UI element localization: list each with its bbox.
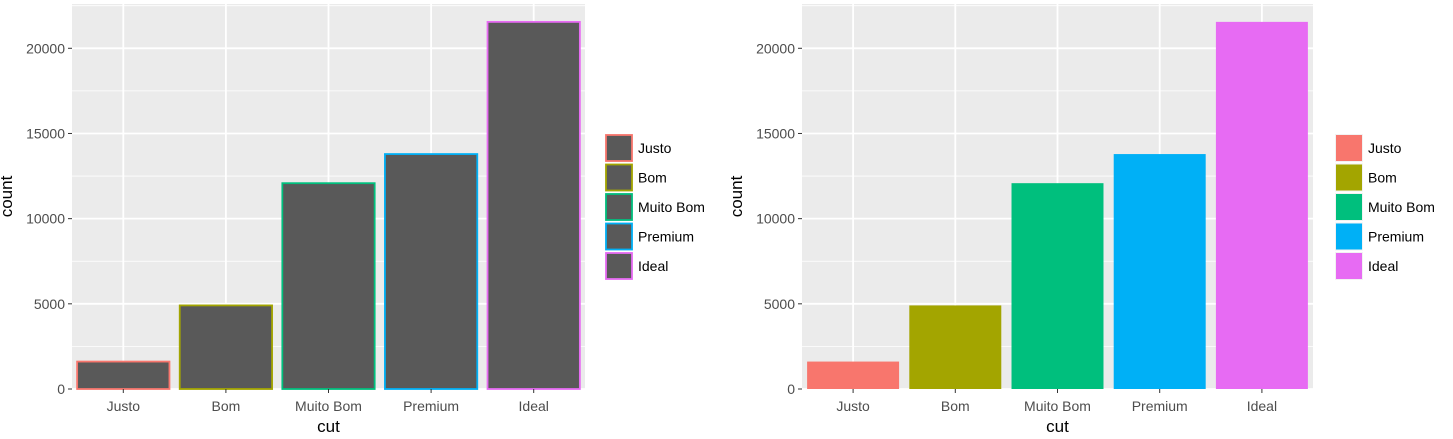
y-tick-label: 5000 xyxy=(764,296,795,312)
y-tick-label: 20000 xyxy=(26,40,65,56)
x-tick-label: Bom xyxy=(941,398,970,414)
legend-label: Ideal xyxy=(1368,258,1398,274)
legend: Justo Bom Muito Bom Premium Ideal xyxy=(605,134,705,280)
y-axis-title: count xyxy=(0,175,16,217)
bar-muito-bom xyxy=(281,182,376,390)
legend-label: Premium xyxy=(1368,229,1424,245)
legend-label: Muito Bom xyxy=(1368,199,1435,215)
bar-premium xyxy=(1113,154,1206,389)
legend-label: Justo xyxy=(1368,140,1402,156)
chart-panel-2: 0 5000 10000 15000 20000 Justo Bom Muito Bom Pre… xyxy=(727,4,1435,436)
x-tick-label: Bom xyxy=(212,398,241,414)
y-tick-label: 0 xyxy=(787,381,795,397)
bar-ideal xyxy=(1215,21,1308,390)
x-axis-title: cut xyxy=(1046,417,1069,434)
y-tick-label: 15000 xyxy=(756,125,795,141)
legend-key-swatch xyxy=(605,252,633,280)
legend-label: Muito Bom xyxy=(638,199,705,215)
x-tick-label: Muito Bom xyxy=(1024,398,1091,414)
legend-label: Premium xyxy=(638,229,694,245)
x-tick-label: Justo xyxy=(107,398,141,414)
legend-key-swatch xyxy=(1336,223,1362,250)
bar-justo xyxy=(807,361,900,389)
legend-label: Bom xyxy=(638,170,667,186)
y-axis-title: count xyxy=(727,175,746,217)
bar-muito-bom xyxy=(1011,183,1104,389)
legend-key-swatch xyxy=(605,222,633,251)
bar-justo xyxy=(76,360,171,390)
x-tick-label: Ideal xyxy=(519,398,549,414)
x-tick-label: Ideal xyxy=(1247,398,1277,414)
legend-label: Justo xyxy=(638,140,672,156)
legend-key-swatch xyxy=(605,163,633,192)
legend: Justo Bom Muito Bom Premium Ideal xyxy=(1335,134,1435,280)
x-tick-label: Justo xyxy=(836,398,870,414)
legend-label: Bom xyxy=(1368,170,1397,186)
x-tick-label: Muito Bom xyxy=(295,398,362,414)
bar-bom xyxy=(909,305,1002,389)
y-tick-label: 10000 xyxy=(26,211,65,227)
y-tick-label: 15000 xyxy=(26,125,65,141)
legend-key-swatch xyxy=(1336,135,1362,161)
legend-key-swatch xyxy=(1336,164,1362,191)
x-axis-title: cut xyxy=(317,417,340,434)
x-tick-label: Premium xyxy=(1132,398,1188,414)
bar-premium xyxy=(384,153,479,390)
legend-key-swatch xyxy=(605,134,633,162)
chart-panel-1: 0 5000 10000 15000 20000 Justo Bom Muito Bom Pre… xyxy=(0,4,705,436)
legend-key-swatch xyxy=(1336,194,1362,220)
y-tick-label: 20000 xyxy=(756,40,795,56)
bar-bom xyxy=(178,304,273,390)
legend-key-swatch xyxy=(1336,253,1362,279)
legend-label: Ideal xyxy=(638,258,668,274)
legend-key-swatch xyxy=(605,193,633,221)
x-tick-label: Premium xyxy=(403,398,459,414)
y-tick-label: 0 xyxy=(57,381,65,397)
bar-ideal xyxy=(486,20,581,390)
y-tick-label: 10000 xyxy=(756,211,795,227)
y-tick-label: 5000 xyxy=(34,296,65,312)
